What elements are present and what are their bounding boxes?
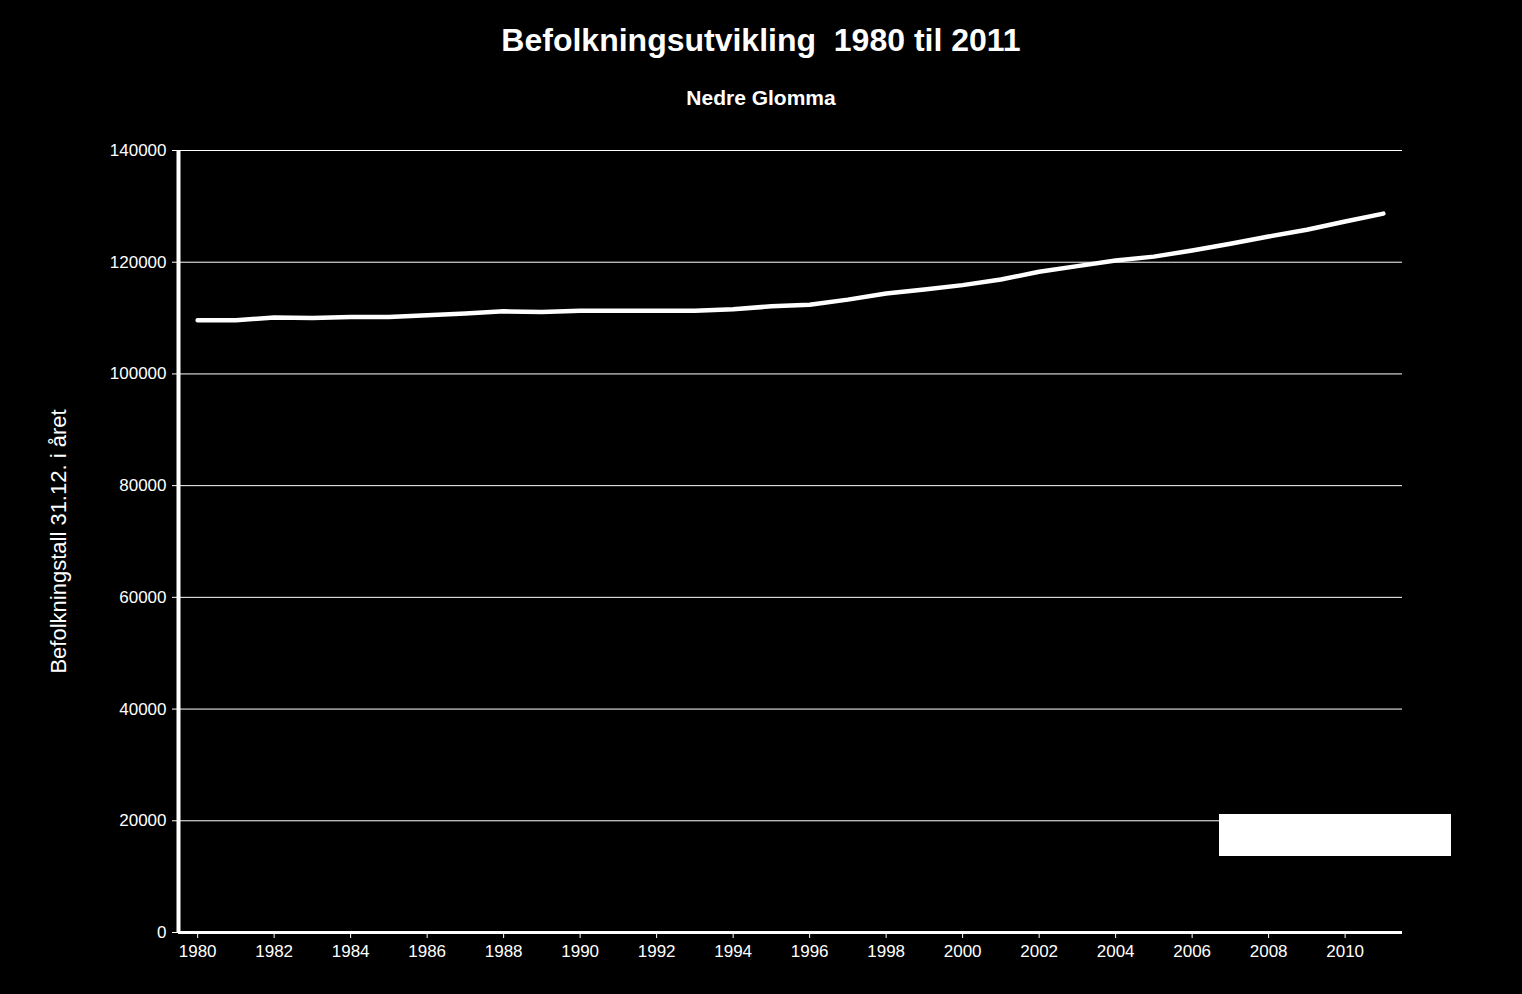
svg-text:40000: 40000 xyxy=(119,700,166,719)
svg-text:1996: 1996 xyxy=(791,942,829,961)
svg-text:1980: 1980 xyxy=(179,942,217,961)
svg-text:1994: 1994 xyxy=(714,942,752,961)
svg-text:Befolkningstall 31.12. i året: Befolkningstall 31.12. i året xyxy=(46,409,71,673)
svg-text:0: 0 xyxy=(157,923,166,942)
svg-text:1998: 1998 xyxy=(867,942,905,961)
svg-text:140000: 140000 xyxy=(110,141,167,160)
svg-text:100000: 100000 xyxy=(110,364,167,383)
svg-text:2008: 2008 xyxy=(1250,942,1288,961)
svg-text:1992: 1992 xyxy=(638,942,676,961)
svg-text:2002: 2002 xyxy=(1020,942,1058,961)
svg-text:1982: 1982 xyxy=(255,942,293,961)
svg-text:2000: 2000 xyxy=(944,942,982,961)
svg-text:20000: 20000 xyxy=(119,811,166,830)
svg-text:2004: 2004 xyxy=(1097,942,1135,961)
svg-text:1984: 1984 xyxy=(332,942,370,961)
svg-text:1988: 1988 xyxy=(485,942,523,961)
svg-text:120000: 120000 xyxy=(110,253,167,272)
html-text:Befolkningsutvikling 1980 til: Befolkningsutvikling 1980 til 2011 xyxy=(501,22,1021,58)
svg-text:80000: 80000 xyxy=(119,476,166,495)
svg-text:1986: 1986 xyxy=(408,942,446,961)
svg-text:2006: 2006 xyxy=(1173,942,1211,961)
svg-text:2010: 2010 xyxy=(1326,942,1364,961)
svg-text:1990: 1990 xyxy=(561,942,599,961)
html-text:Nedre Glomma: Nedre Glomma xyxy=(686,86,836,109)
svg-text:60000: 60000 xyxy=(119,588,166,607)
